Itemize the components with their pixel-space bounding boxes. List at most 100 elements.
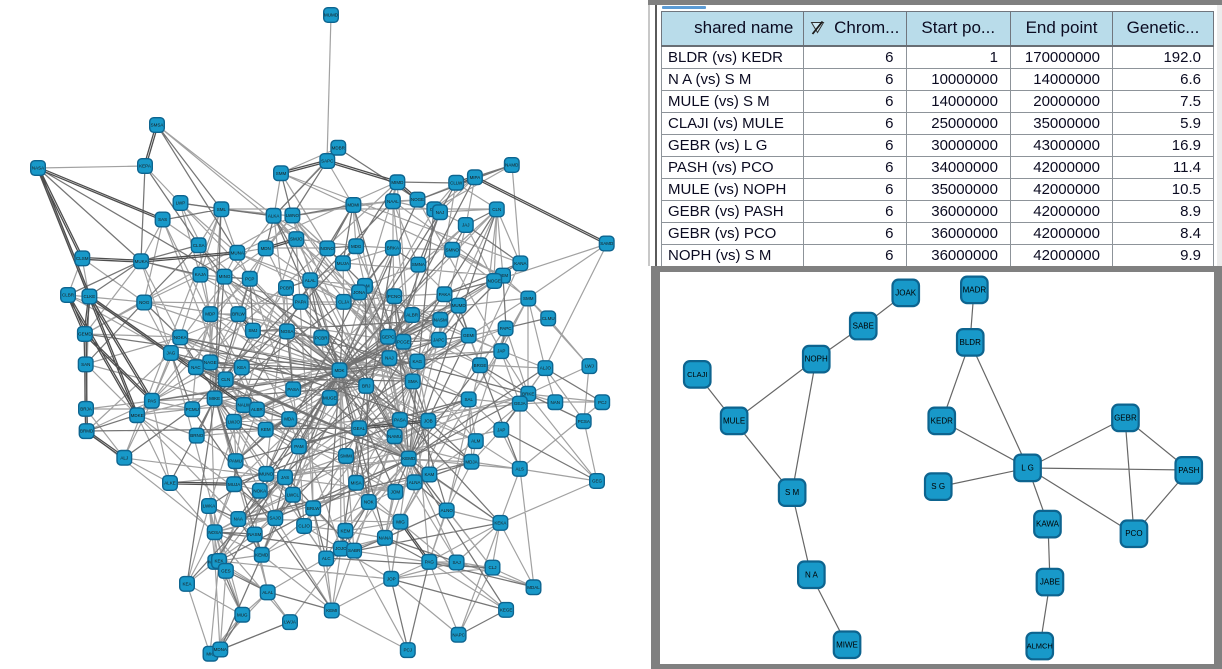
svg-text:NOSA: NOSA — [281, 329, 294, 334]
svg-text:MUNO: MUNO — [259, 472, 273, 477]
svg-text:MUKA: MUKA — [135, 259, 148, 264]
svg-text:KEK: KEK — [214, 559, 223, 564]
svg-text:ALS: ALS — [516, 467, 525, 472]
svg-text:GEAL: GEAL — [353, 426, 366, 431]
svg-text:JOJO: JOJO — [335, 546, 347, 551]
svg-text:LWCL: LWCL — [287, 492, 300, 497]
svg-text:BLDR: BLDR — [960, 338, 982, 347]
svg-text:JAJ: JAJ — [462, 223, 470, 228]
svg-text:NOK: NOK — [364, 500, 374, 505]
svg-text:JAPC: JAPC — [433, 337, 445, 342]
svg-text:PAPC: PAPC — [500, 326, 513, 331]
svg-text:SABE: SABE — [853, 322, 874, 331]
svg-text:PAM: PAM — [294, 444, 304, 449]
svg-text:ALMCH: ALMCH — [1027, 642, 1053, 651]
svg-text:NASM: NASM — [434, 317, 447, 322]
svg-text:KAWA: KAWA — [1036, 520, 1060, 529]
svg-text:CLN: CLN — [221, 377, 230, 382]
svg-text:NOG: NOG — [139, 300, 150, 305]
svg-text:ALNO: ALNO — [441, 508, 454, 513]
svg-text:KEM: KEM — [341, 528, 351, 533]
svg-text:MDN: MDN — [261, 246, 271, 251]
svg-text:PCSA: PCSA — [578, 419, 590, 424]
svg-text:MIG: MIG — [396, 519, 405, 524]
svg-text:SMMI: SMMI — [340, 454, 352, 459]
svg-text:LWP: LWP — [176, 201, 185, 206]
svg-text:LWJ: LWJ — [585, 364, 594, 369]
svg-text:NANA: NANA — [379, 536, 392, 541]
svg-text:MUJA: MUJA — [228, 482, 240, 487]
svg-text:GEG: GEG — [592, 479, 603, 484]
svg-text:SMNO: SMNO — [445, 247, 459, 252]
svg-text:L G: L G — [1021, 463, 1034, 472]
svg-text:SAN: SAN — [81, 362, 90, 367]
svg-text:CLSM: CLSM — [76, 256, 89, 261]
svg-text:NAN: NAN — [551, 400, 561, 405]
svg-text:GEMD: GEMD — [78, 332, 92, 337]
svg-text:GEJA: GEJA — [514, 401, 526, 406]
svg-text:NASM: NASM — [248, 532, 261, 537]
svg-text:NOKA: NOKA — [174, 335, 187, 340]
svg-text:KAG: KAG — [413, 359, 423, 364]
svg-text:ALNA: ALNA — [409, 480, 421, 485]
svg-text:BRKA: BRKA — [387, 246, 399, 251]
svg-text:KEPA: KEPA — [139, 164, 151, 169]
svg-text:MIPA: MIPA — [470, 175, 481, 180]
svg-text:MULE: MULE — [723, 416, 745, 425]
svg-text:GEBR: GEBR — [1114, 413, 1137, 422]
svg-text:S G: S G — [931, 482, 945, 491]
svg-text:ALC: ALC — [322, 556, 332, 561]
svg-text:MDP: MDP — [205, 312, 215, 317]
svg-text:ALJO: ALJO — [540, 366, 552, 371]
svg-text:LWNO: LWNO — [286, 213, 300, 218]
svg-text:MUMD: MUMD — [324, 13, 339, 18]
svg-text:SAS: SAS — [158, 217, 167, 222]
svg-text:CLJA: CLJA — [338, 300, 349, 305]
svg-text:NOGE: NOGE — [411, 197, 424, 202]
svg-text:MDG: MDG — [351, 244, 362, 249]
svg-text:PCJ: PCJ — [598, 400, 607, 405]
svg-text:NAPC: NAPC — [452, 632, 465, 637]
svg-text:NAC: NAC — [191, 365, 201, 370]
svg-text:KAM: KAM — [425, 472, 435, 477]
svg-text:MUNA: MUNA — [231, 250, 244, 255]
svg-text:JAP: JAP — [497, 349, 505, 354]
svg-text:KANA: KANA — [514, 261, 526, 266]
svg-text:KEGE: KEGE — [500, 608, 513, 613]
svg-text:MIC: MIC — [206, 651, 215, 656]
svg-text:SMA: SMA — [408, 379, 418, 384]
svg-text:NAJ: NAJ — [436, 210, 445, 215]
svg-text:CLAJI: CLAJI — [687, 370, 707, 379]
svg-text:JAG: JAG — [167, 351, 176, 356]
svg-text:GEM: GEM — [498, 273, 509, 278]
svg-text:BRKE: BRKE — [522, 391, 534, 396]
svg-text:SMM: SMM — [523, 296, 534, 301]
svg-text:KEKA: KEKA — [494, 521, 506, 526]
svg-text:PASA: PASA — [394, 418, 406, 423]
svg-text:PCP: PCP — [245, 276, 254, 281]
svg-text:PCMU: PCMU — [186, 407, 199, 412]
svg-text:MIKE: MIKE — [209, 396, 220, 401]
svg-text:ALAL: ALAL — [262, 590, 274, 595]
svg-text:KEA: KEA — [237, 365, 246, 370]
svg-text:CLKE: CLKE — [84, 294, 96, 299]
svg-text:PAG: PAG — [425, 560, 435, 565]
svg-text:BRLW: BRLW — [232, 312, 245, 317]
svg-text:KEMD: KEMD — [402, 456, 416, 461]
svg-text:MUGE: MUGE — [323, 396, 337, 401]
svg-text:MDK: MDK — [335, 368, 345, 373]
svg-text:NALW: NALW — [237, 403, 250, 408]
svg-text:MDAL: MDAL — [527, 585, 540, 590]
svg-text:ALBR: ALBR — [406, 313, 419, 318]
svg-text:CLJ: CLJ — [488, 565, 496, 570]
svg-text:CLSA: CLSA — [193, 243, 205, 248]
svg-text:SAJO: SAJO — [269, 516, 281, 521]
svg-text:MUG: MUG — [237, 612, 248, 617]
svg-text:NAGE: NAGE — [204, 360, 217, 365]
svg-text:BRLW: BRLW — [307, 506, 320, 511]
svg-text:KEA: KEA — [182, 582, 191, 587]
svg-text:NAA: NAA — [234, 517, 243, 522]
svg-text:NASA: NASA — [32, 166, 44, 171]
svg-text:MDBR: MDBR — [332, 145, 346, 150]
svg-text:NOGE: NOGE — [488, 279, 501, 284]
